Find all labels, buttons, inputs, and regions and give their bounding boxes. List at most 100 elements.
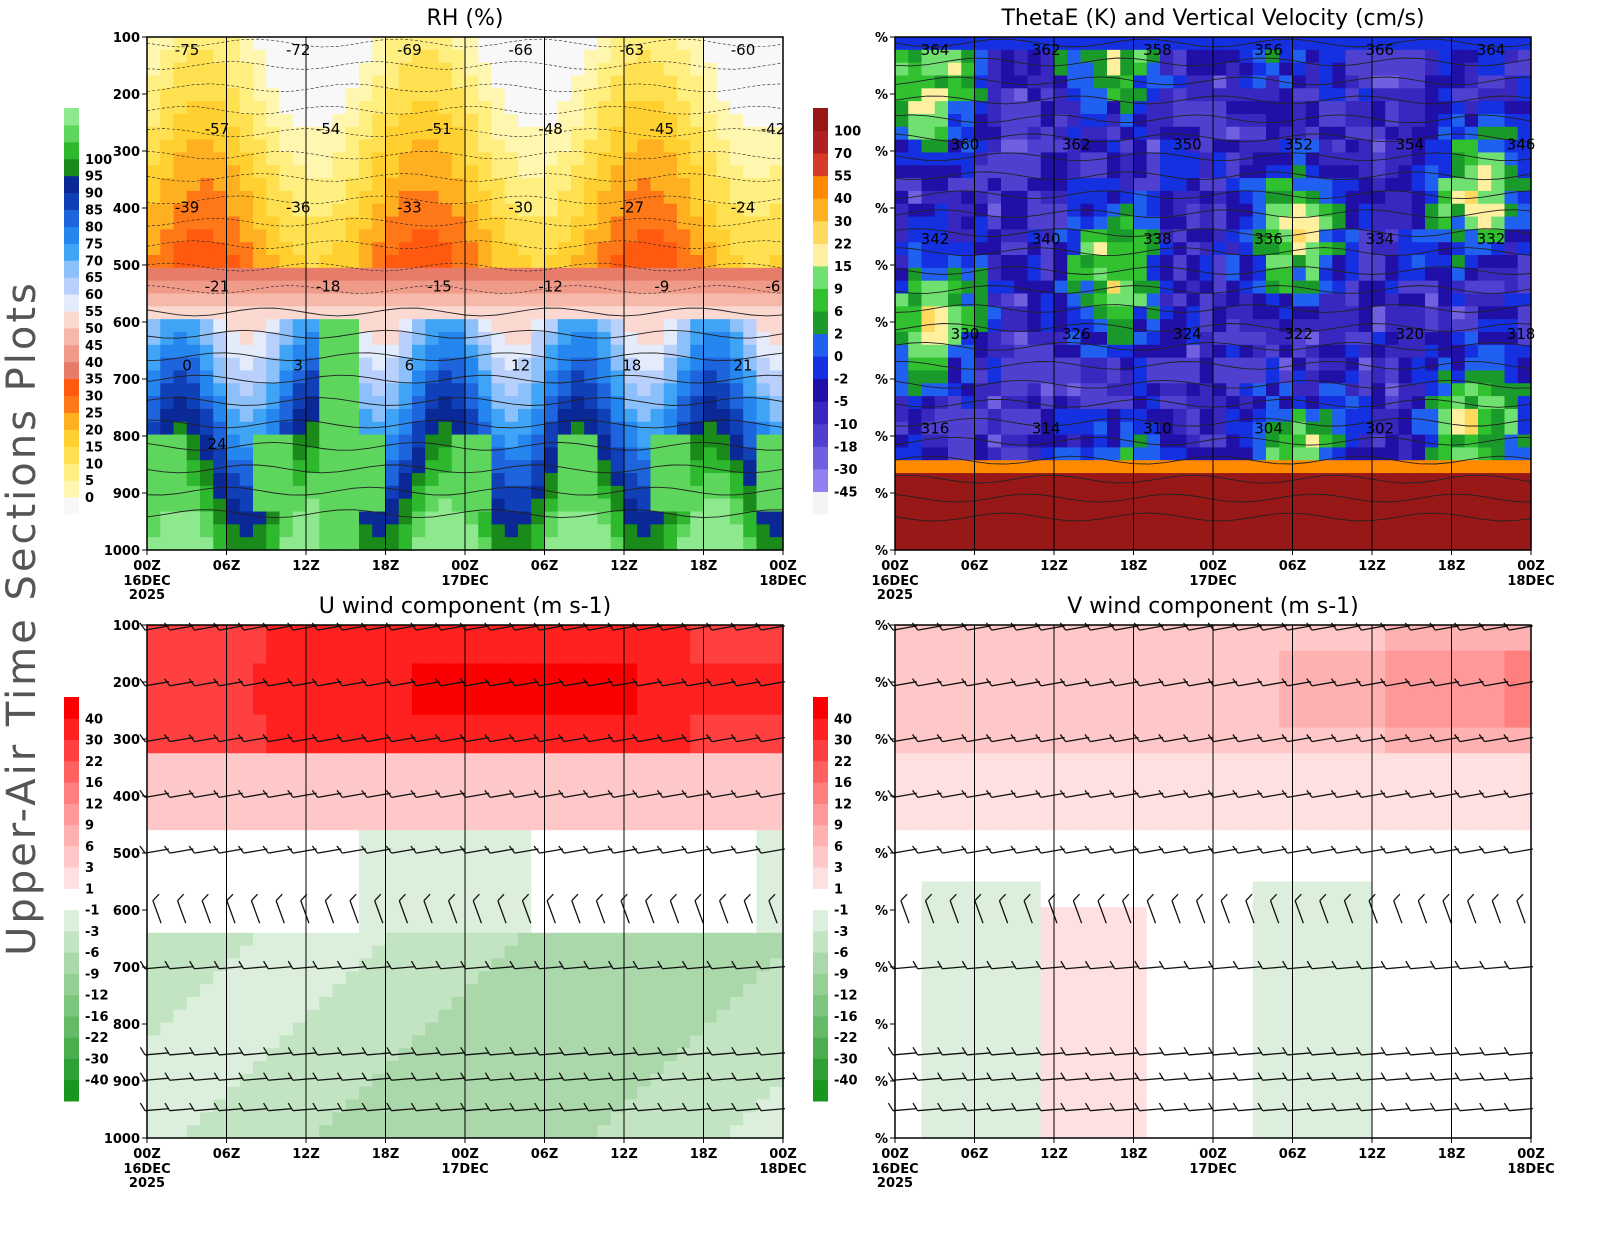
field-cell bbox=[173, 49, 188, 64]
field-cell bbox=[173, 383, 188, 397]
field-cell bbox=[557, 229, 572, 243]
field-cell bbox=[147, 357, 161, 372]
field-cell bbox=[266, 740, 281, 754]
field-cell bbox=[292, 996, 307, 1011]
field-cell bbox=[1491, 331, 1506, 346]
field-cell bbox=[1160, 357, 1174, 372]
field-cell bbox=[1226, 190, 1241, 205]
field-cell bbox=[677, 473, 691, 487]
field-cell bbox=[292, 331, 307, 346]
field-cell bbox=[1107, 242, 1121, 256]
field-cell bbox=[266, 843, 281, 857]
field-cell bbox=[160, 524, 175, 538]
field-cell bbox=[200, 370, 214, 384]
field-cell bbox=[253, 267, 267, 282]
field-cell bbox=[213, 971, 228, 985]
field-cell bbox=[147, 37, 161, 51]
field-cell bbox=[359, 830, 373, 844]
field-cell bbox=[677, 306, 691, 320]
field-cell bbox=[1146, 126, 1161, 141]
field-cell bbox=[743, 242, 758, 256]
field-cell bbox=[1385, 255, 1400, 269]
field-cell bbox=[895, 306, 909, 320]
field-cell bbox=[200, 203, 214, 218]
field-cell bbox=[398, 868, 413, 883]
field-cell bbox=[226, 370, 241, 384]
field-cell bbox=[147, 958, 161, 972]
field-cell bbox=[1133, 255, 1148, 269]
field-cell bbox=[345, 843, 360, 857]
field-cell bbox=[332, 421, 347, 436]
field-cell bbox=[1027, 280, 1042, 295]
field-cell bbox=[1226, 62, 1241, 77]
field-cell bbox=[1120, 524, 1135, 538]
field-cell bbox=[730, 344, 744, 359]
field-cell bbox=[332, 62, 347, 77]
field-cell bbox=[213, 178, 228, 192]
field-cell bbox=[147, 447, 161, 461]
field-cell bbox=[465, 344, 479, 359]
field-cell bbox=[703, 485, 718, 500]
field-cell bbox=[544, 460, 559, 474]
field-cell bbox=[716, 126, 731, 141]
field-cell bbox=[200, 701, 214, 716]
field-cell bbox=[1239, 165, 1254, 179]
field-cell bbox=[332, 101, 347, 115]
field-cell bbox=[1504, 178, 1519, 192]
field-cell bbox=[544, 408, 559, 423]
field-cell bbox=[1305, 370, 1320, 384]
field-cell bbox=[372, 152, 387, 166]
field-cell bbox=[465, 434, 479, 448]
field-cell bbox=[279, 1073, 294, 1088]
field-cell bbox=[465, 62, 479, 77]
field-cell bbox=[200, 1061, 214, 1075]
field-cell bbox=[1279, 293, 1294, 307]
field-cell bbox=[895, 485, 909, 500]
field-cell bbox=[345, 306, 360, 320]
field-cell bbox=[1252, 537, 1267, 551]
field-cell bbox=[531, 267, 546, 282]
field-cell bbox=[1186, 139, 1201, 154]
field-cell bbox=[1080, 203, 1095, 218]
field-cell bbox=[1014, 460, 1029, 474]
field-cell bbox=[1345, 460, 1360, 474]
field-cell bbox=[1372, 139, 1386, 154]
field-cell bbox=[213, 932, 228, 947]
field-cell bbox=[200, 126, 214, 141]
field-cell bbox=[160, 139, 175, 154]
field-cell bbox=[1425, 88, 1439, 102]
field-cell bbox=[292, 663, 307, 677]
field-cell bbox=[213, 945, 228, 960]
field-cell bbox=[557, 267, 572, 282]
field-cell bbox=[478, 408, 493, 423]
field-cell bbox=[637, 498, 652, 513]
field-cell bbox=[1385, 524, 1400, 538]
field-cell bbox=[557, 498, 572, 513]
contour-label: -57 bbox=[205, 120, 230, 138]
field-cell bbox=[372, 113, 387, 128]
field-cell bbox=[200, 637, 214, 652]
field-cell bbox=[1146, 396, 1161, 410]
field-cell bbox=[160, 804, 175, 818]
field-cell bbox=[200, 242, 214, 256]
field-cell bbox=[1213, 357, 1227, 372]
field-cell bbox=[1027, 498, 1042, 513]
field-cell bbox=[1239, 498, 1254, 513]
field-cell bbox=[226, 1061, 241, 1075]
field-cell bbox=[200, 75, 214, 89]
field-cell bbox=[239, 1086, 254, 1101]
field-cell bbox=[1173, 421, 1188, 436]
field-cell bbox=[1478, 447, 1492, 461]
field-cell bbox=[756, 49, 771, 64]
field-cell bbox=[610, 37, 625, 51]
field-cell bbox=[597, 178, 612, 192]
field-cell bbox=[557, 101, 572, 115]
field-cell bbox=[908, 178, 923, 192]
field-cell bbox=[934, 319, 949, 333]
field-cell bbox=[1173, 473, 1188, 487]
field-cell bbox=[961, 319, 976, 333]
field-cell bbox=[1040, 178, 1055, 192]
field-cell bbox=[557, 62, 572, 77]
field-cell bbox=[610, 473, 625, 487]
field-cell bbox=[1252, 447, 1267, 461]
